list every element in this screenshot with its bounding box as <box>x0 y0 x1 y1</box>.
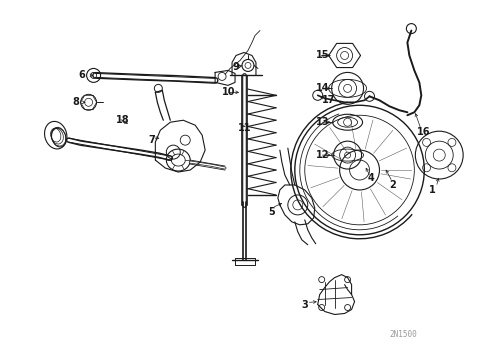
Text: 11: 11 <box>238 123 251 133</box>
Text: 17: 17 <box>322 95 335 105</box>
Text: 5: 5 <box>268 207 275 217</box>
Text: 2N1500: 2N1500 <box>390 330 417 339</box>
Text: 1: 1 <box>429 185 436 195</box>
Text: 16: 16 <box>417 127 431 137</box>
Text: 18: 18 <box>116 115 129 125</box>
Text: 12: 12 <box>316 150 329 160</box>
Text: 10: 10 <box>222 87 236 97</box>
Text: 9: 9 <box>232 62 239 72</box>
Text: 4: 4 <box>368 173 374 183</box>
Text: 3: 3 <box>302 300 309 310</box>
Text: 6: 6 <box>78 71 85 80</box>
Text: 13: 13 <box>316 117 329 127</box>
Text: 2: 2 <box>390 180 396 190</box>
Text: 7: 7 <box>148 135 155 145</box>
Text: 8: 8 <box>73 97 79 107</box>
Text: 14: 14 <box>316 84 329 93</box>
Text: 15: 15 <box>316 50 329 60</box>
